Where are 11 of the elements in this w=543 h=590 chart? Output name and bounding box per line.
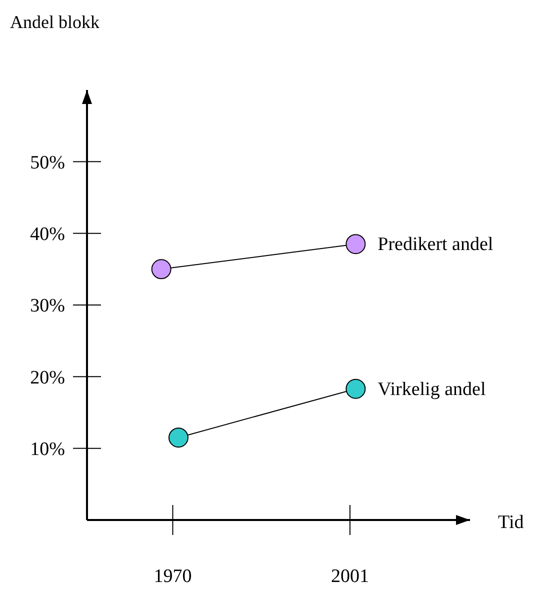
x-tick-label: 2001 bbox=[330, 566, 369, 587]
x-tick-label: 1970 bbox=[154, 566, 192, 587]
series-label: Virkelig andel bbox=[378, 378, 486, 400]
y-tick-label: 40% bbox=[30, 224, 66, 245]
y-axis-title: Andel blokk bbox=[10, 12, 100, 32]
series-label: Predikert andel bbox=[378, 234, 494, 256]
x-axis-title: Tid bbox=[498, 512, 524, 533]
y-tick-label: 20% bbox=[30, 367, 66, 388]
y-tick-label: 10% bbox=[30, 438, 66, 460]
y-tick-label: 30% bbox=[30, 296, 66, 317]
y-tick-label: 50% bbox=[30, 152, 66, 174]
